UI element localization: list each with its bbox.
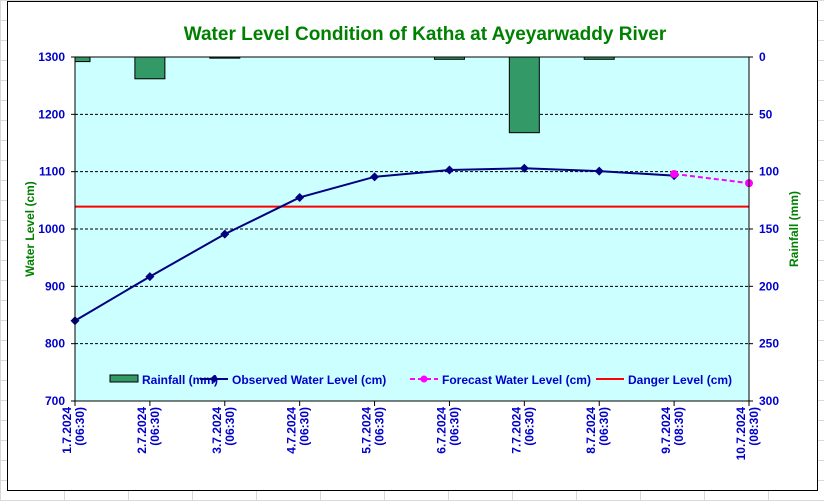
legend-label: Danger Level (cm): [628, 373, 732, 387]
x-tick-label: 8.7.2024(06:30): [584, 407, 611, 454]
y-tick-label: 1200: [38, 107, 65, 121]
x-tick-date: 10.7.2024: [734, 407, 748, 461]
x-tick-date: 6.7.2024: [434, 407, 448, 454]
x-tick-time: (06:30): [597, 407, 611, 446]
observed-point: [370, 172, 380, 182]
legend-swatch-rainfall: [109, 374, 139, 383]
y2-tick-label: 100: [759, 165, 779, 179]
x-tick-label: 9.7.2024(08:30): [659, 407, 686, 454]
y2-tick-label: 150: [759, 222, 779, 236]
legend-label: Rainfall (mm): [142, 373, 218, 387]
x-tick-date: 9.7.2024: [659, 407, 673, 454]
legend: Rainfall (mm) Observed Water Level (cm) Fo…: [109, 373, 732, 387]
observed-point: [220, 229, 230, 239]
observed-point: [444, 165, 454, 175]
rainfall-bar: [134, 56, 166, 80]
x-tick-date: 8.7.2024: [584, 407, 598, 454]
y-tick-label: 900: [45, 279, 65, 293]
x-tick-label: 4.7.2024(06:30): [285, 407, 312, 454]
x-tick-date: 2.7.2024: [135, 407, 149, 454]
legend-label: Observed Water Level (cm): [232, 373, 386, 387]
x-tick-time: (06:30): [298, 407, 312, 446]
x-tick-time: (08:30): [747, 407, 761, 446]
x-tick-label: 7.7.2024(06:30): [509, 407, 536, 454]
x-tick-label: 2.7.2024(06:30): [135, 407, 162, 454]
axes: 700 800 900 1000 1100 1200 1300 0 50 100 150 200 250…: [38, 50, 779, 460]
chart-title: Water Level Condition of Katha at Ayeyar…: [184, 24, 667, 45]
y-tick-label: 1000: [38, 222, 65, 236]
y-tick-label: 1300: [38, 50, 65, 64]
y2-tick-label: 200: [759, 279, 779, 293]
x-tick-date: 4.7.2024: [285, 407, 299, 454]
y-tick-label: 1100: [39, 165, 65, 179]
x-tick-time: (08:30): [672, 407, 686, 446]
y2-axis-title: Rainfall (mm): [787, 191, 801, 267]
x-tick-label: 6.7.2024(06:30): [434, 407, 461, 454]
y2-tick-label: 250: [759, 337, 779, 351]
observed-point: [145, 272, 155, 282]
x-tick-label: 3.7.2024(06:30): [210, 407, 237, 454]
observed-point: [295, 192, 305, 202]
water-level-lines: [70, 163, 753, 326]
observed-point: [594, 166, 604, 176]
x-tick-label: 5.7.2024(06:30): [360, 407, 387, 454]
x-tick-time: (06:30): [223, 407, 237, 446]
y-tick-label: 700: [45, 394, 65, 408]
y2-tick-label: 300: [759, 394, 779, 408]
y2-tick-label: 0: [759, 50, 766, 64]
rainfall-bars: [74, 56, 615, 134]
forecast-point: [670, 169, 679, 178]
x-tick-date: 5.7.2024: [360, 407, 374, 454]
x-tick-date: 7.7.2024: [509, 407, 523, 454]
legend-label: Forecast Water Level (cm): [442, 373, 591, 387]
y-tick-label: 800: [45, 337, 65, 351]
y-axis-title: Water Level (cm): [23, 181, 37, 277]
x-tick-date: 3.7.2024: [210, 407, 224, 454]
legend-marker-forecast: [420, 375, 428, 383]
x-tick-label: 1.7.2024(06:30): [60, 407, 87, 454]
gridlines: [75, 113, 749, 345]
x-tick-time: (06:30): [447, 407, 461, 446]
y2-tick-label: 50: [759, 107, 773, 121]
x-tick-label: 10.7.2024(08:30): [734, 407, 761, 461]
x-tick-date: 1.7.2024: [60, 407, 74, 454]
rainfall-bar: [74, 56, 91, 63]
x-tick-time: (06:30): [148, 407, 162, 446]
rainfall-bar: [508, 56, 540, 134]
forecast-line: [673, 172, 750, 185]
x-tick-time: (06:30): [373, 407, 387, 446]
legend-marker-observed: [210, 375, 218, 383]
observed-point: [519, 163, 529, 173]
x-tick-time: (06:30): [522, 407, 536, 446]
x-tick-time: (06:30): [73, 407, 87, 446]
